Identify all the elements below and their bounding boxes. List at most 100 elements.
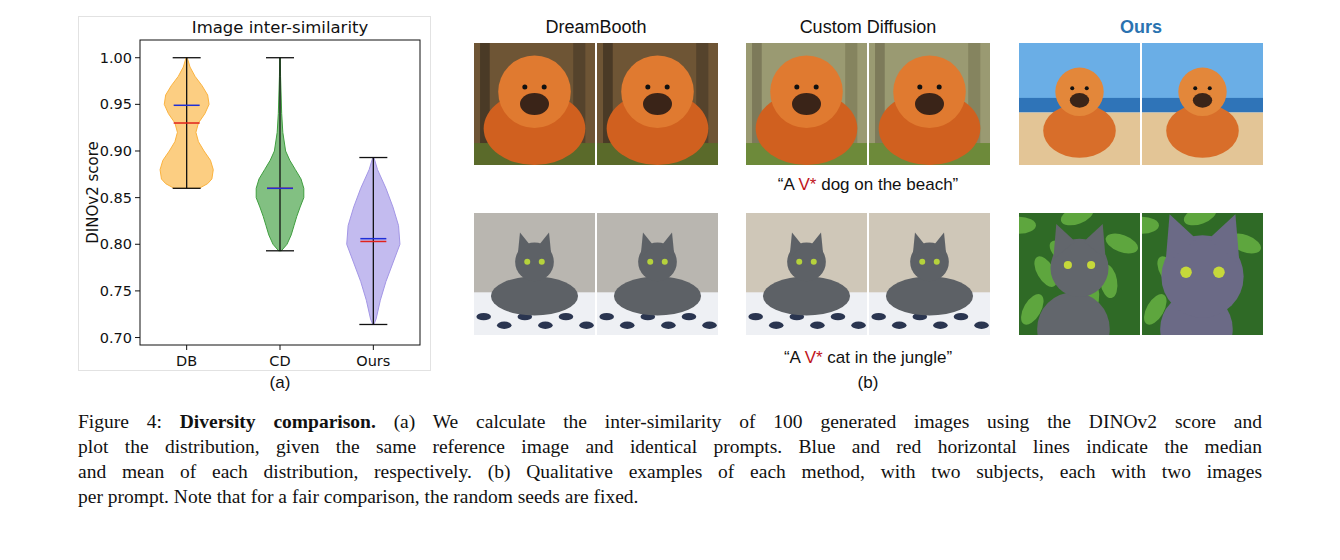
subject bbox=[811, 259, 817, 265]
caption-text: plot the distribution, given the same re… bbox=[78, 436, 1262, 457]
image-bg bbox=[746, 43, 867, 165]
subject bbox=[1213, 267, 1225, 279]
image-bg bbox=[1103, 230, 1140, 258]
subject bbox=[621, 56, 694, 129]
image-bg bbox=[871, 313, 886, 320]
image-bg bbox=[974, 322, 989, 329]
caption-text: (a) We calculate the inter-similarity of… bbox=[394, 411, 1262, 432]
subject bbox=[790, 233, 803, 257]
subject bbox=[665, 84, 670, 89]
subject bbox=[1165, 214, 1196, 264]
prompt-text: “A bbox=[778, 175, 799, 194]
y-tick-label: 0.90 bbox=[100, 143, 132, 159]
subject bbox=[538, 233, 551, 257]
subject bbox=[796, 259, 802, 265]
image-bg bbox=[1019, 217, 1036, 234]
caption-text: and mean of each distribution, respectiv… bbox=[78, 461, 1262, 482]
y-tick bbox=[135, 104, 140, 105]
y-tick bbox=[135, 290, 140, 291]
subject bbox=[643, 93, 672, 115]
image-bg bbox=[769, 322, 784, 329]
image-bg bbox=[831, 313, 846, 320]
prompt: “A V* cat in the jungle” bbox=[668, 348, 1068, 368]
prompt-text: cat in the jungle” bbox=[823, 348, 952, 367]
y-tick-label: 0.75 bbox=[100, 283, 132, 299]
x-tick bbox=[186, 345, 187, 350]
subject bbox=[539, 259, 545, 265]
subject bbox=[520, 93, 549, 115]
subject bbox=[1085, 86, 1089, 90]
min-cap bbox=[173, 188, 201, 189]
method-header: Custom Diffusion bbox=[718, 17, 1018, 38]
x-tick-label: Ours bbox=[356, 353, 390, 369]
subject bbox=[792, 93, 821, 115]
caption-text: per prompt. Note that for a fair compari… bbox=[78, 486, 638, 507]
mean-line bbox=[174, 122, 200, 124]
subject bbox=[641, 233, 654, 257]
subject bbox=[542, 84, 547, 89]
image-placeholder bbox=[869, 213, 990, 335]
mean-line bbox=[267, 188, 293, 190]
y-tick-label: 1.00 bbox=[100, 50, 132, 66]
image-bg bbox=[851, 322, 866, 329]
median-line bbox=[174, 105, 200, 107]
caption-heading: Diversity comparison. bbox=[180, 411, 376, 432]
subject bbox=[933, 233, 946, 257]
image-bg bbox=[599, 313, 614, 320]
image-bg bbox=[746, 213, 867, 335]
mean-line bbox=[360, 241, 386, 243]
subject bbox=[915, 93, 944, 115]
plot-frame bbox=[140, 40, 420, 345]
max-cap bbox=[173, 57, 201, 58]
prompt-text: “A bbox=[784, 348, 805, 367]
median-line bbox=[267, 188, 293, 190]
image-bg bbox=[1058, 213, 1096, 229]
violin-body bbox=[160, 58, 213, 189]
image-placeholder bbox=[1142, 43, 1263, 165]
y-tick-label: 0.95 bbox=[100, 96, 132, 112]
subject bbox=[1053, 224, 1075, 259]
subject bbox=[770, 56, 843, 129]
x-tick bbox=[280, 345, 281, 350]
image-bg bbox=[1181, 213, 1219, 229]
image-bg bbox=[474, 43, 595, 165]
subject bbox=[794, 84, 799, 89]
subject bbox=[919, 259, 925, 265]
caption-line: plot the distribution, given the same re… bbox=[78, 434, 1262, 459]
subject bbox=[1070, 86, 1074, 90]
y-tick bbox=[135, 337, 140, 338]
subject bbox=[886, 276, 973, 315]
subject bbox=[937, 84, 942, 89]
subject bbox=[1087, 261, 1095, 269]
image-placeholder bbox=[1019, 43, 1140, 165]
image-placeholder bbox=[746, 43, 867, 165]
image-bg bbox=[933, 322, 948, 329]
violin-body bbox=[347, 158, 400, 325]
image-placeholder bbox=[597, 213, 718, 335]
range-line bbox=[279, 58, 280, 251]
x-tick bbox=[373, 345, 374, 350]
prompt-token: V* bbox=[805, 348, 823, 367]
panel-label: (b) bbox=[838, 373, 898, 393]
image-bg bbox=[497, 322, 512, 329]
image-bg bbox=[620, 322, 635, 329]
y-tick-label: 0.70 bbox=[100, 330, 132, 346]
image-placeholder bbox=[1019, 213, 1140, 335]
min-cap bbox=[359, 324, 387, 325]
caption-line: per prompt. Note that for a fair compari… bbox=[78, 484, 1262, 509]
y-tick bbox=[135, 197, 140, 198]
violins bbox=[160, 58, 400, 325]
y-tick bbox=[135, 57, 140, 58]
y-tick-label: 0.80 bbox=[100, 236, 132, 252]
subject bbox=[614, 276, 701, 315]
image-bg bbox=[748, 313, 763, 320]
method-header: DreamBooth bbox=[446, 17, 746, 38]
image-bg bbox=[597, 43, 718, 165]
image-placeholder bbox=[474, 43, 595, 165]
y-tick bbox=[135, 150, 140, 151]
caption-line: and mean of each distribution, respectiv… bbox=[78, 459, 1262, 484]
image-placeholder bbox=[746, 213, 867, 335]
subject bbox=[1084, 224, 1106, 259]
image-bg bbox=[702, 322, 717, 329]
subject bbox=[524, 259, 530, 265]
